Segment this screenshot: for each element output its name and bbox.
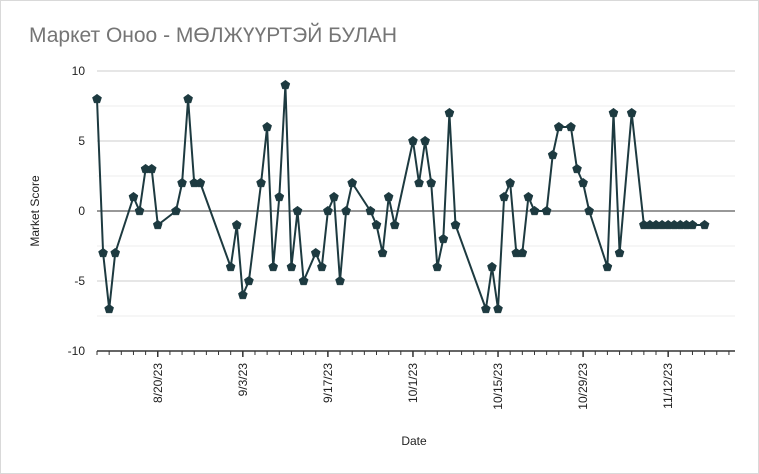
data-point (262, 121, 272, 132)
data-point (286, 261, 297, 272)
data-point (517, 247, 528, 258)
data-point (146, 163, 157, 174)
data-point (231, 219, 242, 230)
x-tick-label: 8/20/23 (151, 363, 165, 403)
data-point (110, 247, 121, 258)
data-point (487, 261, 497, 272)
data-point (420, 135, 430, 146)
x-tick-label: 10/1/23 (406, 363, 420, 403)
y-tick-label: 0 (78, 204, 85, 218)
data-point (292, 205, 303, 216)
data-point (274, 191, 285, 202)
data-point (177, 177, 187, 188)
x-tick-label: 9/17/23 (321, 363, 335, 403)
data-point (104, 303, 114, 314)
data-point (547, 149, 558, 160)
data-point (128, 191, 139, 202)
data-point (323, 205, 333, 216)
data-point (317, 261, 327, 272)
data-point (450, 219, 461, 230)
data-point (195, 177, 206, 188)
data-point (505, 177, 515, 188)
data-point (687, 219, 698, 230)
data-point (414, 177, 424, 188)
data-point (614, 247, 625, 258)
data-point (444, 107, 455, 118)
data-point (268, 261, 279, 272)
data-point (493, 303, 503, 314)
data-point (426, 177, 437, 188)
data-point (699, 219, 710, 230)
x-axis-title: Date (401, 434, 427, 448)
data-point (134, 205, 145, 216)
data-point (152, 219, 163, 230)
data-point (377, 247, 388, 258)
data-point (329, 191, 339, 202)
data-point (578, 177, 588, 188)
data-point (481, 303, 491, 314)
data-point (225, 261, 236, 272)
y-tick-label: 10 (72, 64, 86, 78)
data-point (499, 191, 509, 202)
y-tick-label: -5 (74, 274, 85, 288)
data-point (256, 177, 266, 188)
data-point (523, 191, 534, 202)
data-point (602, 261, 613, 272)
data-point (280, 79, 291, 90)
data-point (584, 205, 594, 216)
x-tick-label: 10/15/23 (491, 363, 505, 410)
chart-title: Маркет Оноо - МӨЛЖҮҮРТЭЙ БУЛАН (29, 24, 398, 47)
data-point (298, 275, 309, 286)
y-tick-label: -10 (68, 344, 86, 358)
data-point (238, 289, 248, 300)
data-point (365, 205, 376, 216)
data-point (541, 205, 552, 216)
data-point (438, 233, 449, 244)
data-point (432, 261, 443, 272)
data-point (341, 205, 351, 216)
data-point (335, 275, 345, 286)
y-axis-title: Market Score (28, 175, 42, 247)
data-point (389, 219, 400, 230)
x-tick-label: 11/12/23 (661, 363, 675, 409)
data-point (371, 219, 382, 230)
data-point (553, 121, 564, 132)
data-point (408, 135, 418, 146)
data-point (183, 93, 193, 104)
data-point (310, 247, 321, 258)
data-point (347, 177, 358, 188)
data-point (171, 205, 181, 216)
series-line (96, 84, 705, 310)
x-tick-label: 10/29/23 (576, 363, 590, 410)
data-point (244, 275, 254, 286)
data-point (626, 107, 637, 118)
data-point (92, 93, 102, 104)
data-point (608, 107, 619, 118)
x-tick-label: 9/3/23 (236, 363, 250, 397)
data-point (98, 247, 108, 258)
y-tick-label: 5 (78, 134, 85, 148)
data-point (529, 205, 540, 216)
data-point (383, 191, 394, 202)
data-point (566, 121, 576, 132)
data-point (572, 163, 582, 174)
